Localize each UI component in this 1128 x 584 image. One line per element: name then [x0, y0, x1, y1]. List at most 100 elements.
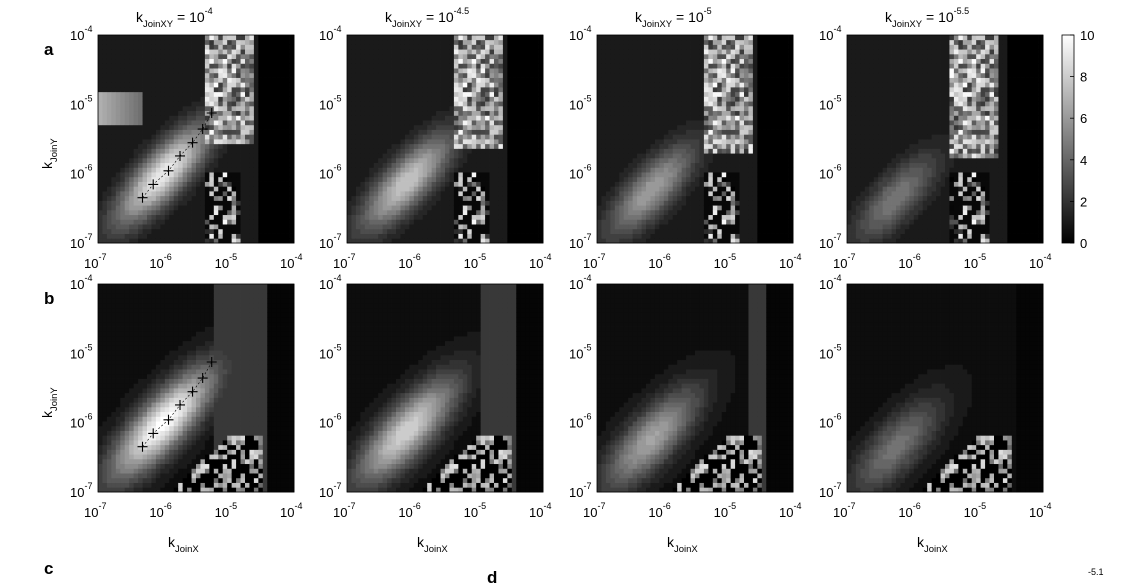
- heatmap-cell: [699, 200, 705, 206]
- heatmap-cell: [147, 129, 152, 135]
- heatmap-cell: [686, 186, 691, 192]
- heatmap-cell: [182, 115, 188, 121]
- heatmap-cell: [164, 205, 170, 211]
- heatmap-cell: [668, 35, 674, 41]
- heatmap-cell: [445, 233, 450, 239]
- heatmap-cell: [422, 181, 428, 187]
- heatmap-cell: [133, 120, 139, 126]
- heatmap-cell: [520, 124, 526, 130]
- heatmap-cell: [129, 191, 135, 197]
- heatmap-cell: [538, 63, 544, 69]
- heatmap-cell: [650, 233, 656, 239]
- heatmap-cell: [436, 191, 441, 197]
- heatmap-cell: [632, 96, 638, 102]
- heatmap-cell: [516, 219, 522, 225]
- heatmap-cell: [191, 186, 197, 192]
- heatmap-cell: [422, 157, 428, 164]
- heatmap-cell: [169, 167, 175, 173]
- heatmap-cell: [677, 167, 683, 173]
- heatmap-cell: [538, 124, 544, 130]
- heatmap-cell: [471, 96, 477, 102]
- heatmap-cell: [449, 91, 455, 97]
- heatmap-cell: [222, 172, 228, 178]
- heatmap-cell: [280, 219, 286, 225]
- heatmap-cell: [276, 53, 282, 60]
- heatmap-cell: [231, 167, 237, 173]
- heatmap-cell: [391, 238, 397, 244]
- heatmap-cell: [213, 96, 219, 102]
- heatmap-cell: [646, 53, 651, 60]
- heatmap-cell: [427, 200, 433, 206]
- heatmap-cell: [597, 105, 602, 112]
- heatmap-cell: [534, 195, 539, 201]
- heatmap-cell: [449, 115, 455, 121]
- heatmap-cell: [187, 49, 192, 55]
- heatmap-cell: [614, 233, 620, 239]
- heatmap-cell: [409, 233, 415, 239]
- heatmap-cell: [204, 139, 210, 145]
- heatmap-cell: [271, 157, 277, 164]
- heatmap-cell: [610, 101, 616, 107]
- heatmap-cell: [650, 209, 656, 216]
- heatmap-cell: [169, 44, 175, 50]
- heatmap-cell: [467, 214, 473, 220]
- heatmap-cell: [382, 143, 388, 149]
- heatmap-cell: [614, 148, 620, 154]
- heatmap-cell: [445, 214, 450, 220]
- heatmap-cell: [178, 157, 184, 164]
- heatmap-cell: [462, 228, 468, 234]
- heatmap-cell: [485, 129, 490, 135]
- heatmap-cell: [258, 120, 264, 126]
- heatmap-cell: [502, 134, 508, 140]
- heatmap-cell: [413, 238, 419, 244]
- heatmap-cell: [396, 124, 401, 130]
- heatmap-cell: [418, 209, 424, 216]
- heatmap-cell: [614, 68, 620, 74]
- heatmap-cell: [196, 214, 201, 220]
- heatmap-cell: [507, 228, 513, 234]
- heatmap-cell: [124, 87, 130, 93]
- heatmap-cell: [267, 228, 273, 234]
- heatmap-cell: [360, 49, 366, 55]
- heatmap-cell: [525, 63, 531, 69]
- heatmap-cell: [218, 200, 224, 206]
- heatmap-cell: [191, 115, 197, 121]
- heatmap-cell: [440, 233, 446, 239]
- heatmap-cell: [182, 110, 188, 116]
- heatmap-cell: [124, 186, 130, 192]
- heatmap-cell: [267, 238, 273, 244]
- heatmap-cell: [280, 233, 286, 239]
- heatmap-cell: [142, 233, 148, 239]
- heatmap-cell: [138, 77, 143, 83]
- heatmap-cell: [480, 82, 486, 88]
- heatmap-cell: [280, 82, 286, 88]
- heatmap-cell: [427, 139, 433, 145]
- heatmap-cell: [173, 124, 179, 130]
- heatmap-cell: [663, 238, 669, 244]
- heatmap-cell: [525, 176, 531, 182]
- heatmap-cell: [400, 105, 406, 112]
- heatmap-cell: [498, 238, 504, 244]
- heatmap-cell: [240, 87, 246, 93]
- heatmap-cell: [396, 82, 401, 88]
- heatmap-cell: [654, 120, 660, 126]
- heatmap-cell: [404, 200, 410, 206]
- heatmap-cell: [681, 200, 687, 206]
- heatmap-cell: [502, 176, 508, 182]
- heatmap-cell: [686, 87, 691, 93]
- heatmap-cell: [151, 148, 157, 154]
- heatmap-cell: [213, 101, 219, 107]
- heatmap-cell: [187, 200, 192, 206]
- heatmap-cell: [164, 63, 170, 69]
- heatmap-cell: [654, 176, 660, 182]
- heatmap-cell: [431, 105, 437, 112]
- heatmap-cell: [605, 124, 611, 130]
- heatmap-cell: [138, 228, 143, 234]
- heatmap-cell: [142, 68, 148, 74]
- heatmap-cell: [659, 191, 665, 197]
- heatmap-cell: [102, 49, 108, 55]
- heatmap-cell: [347, 120, 352, 126]
- heatmap-cell: [681, 139, 687, 145]
- heatmap-cell: [471, 49, 477, 55]
- heatmap-cell: [440, 72, 446, 78]
